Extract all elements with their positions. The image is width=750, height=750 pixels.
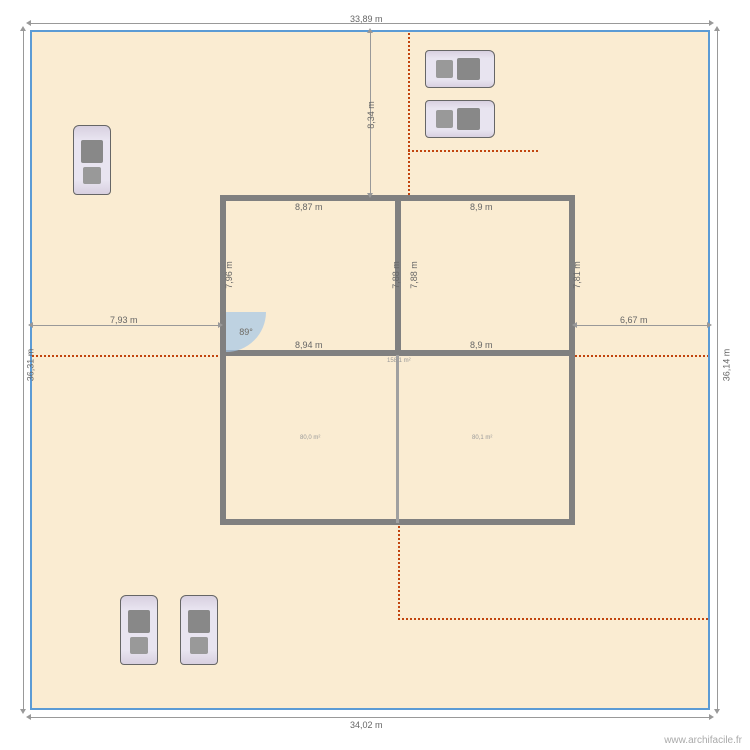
dim-room-tr-h: 7,81 m xyxy=(572,261,582,289)
car-5 xyxy=(180,595,218,665)
fence-mid-left xyxy=(32,355,220,357)
dim-top-gap: 8,34 m xyxy=(366,101,376,129)
dim-top: 33,89 m xyxy=(350,14,383,24)
watermark: www.archifacile.fr xyxy=(664,735,742,746)
dim-right-line xyxy=(717,30,718,710)
car-3 xyxy=(425,100,495,138)
dim-room-tr-w: 8,9 m xyxy=(470,202,493,212)
angle-value: 89° xyxy=(239,327,253,337)
dim-bottom-line xyxy=(30,717,710,718)
dim-left-gap: 7,93 m xyxy=(110,315,138,325)
dim-right-gap: 6,67 m xyxy=(620,315,648,325)
fence-top-vert xyxy=(408,32,410,195)
dim-room-tl-h: 7,96 m xyxy=(224,261,234,289)
dim-room-br-w: 8,9 m xyxy=(470,340,493,350)
dim-room-tl-w: 8,87 m xyxy=(295,202,323,212)
fence-mid-right xyxy=(575,355,708,357)
dim-left-line xyxy=(23,30,24,710)
wall-mid-v-lower xyxy=(396,355,399,523)
dim-left-gap-line xyxy=(32,325,219,326)
dim-room-bl-w: 8,94 m xyxy=(295,340,323,350)
dim-right-gap-line xyxy=(576,325,708,326)
fence-lower-vert xyxy=(398,525,400,620)
car-2 xyxy=(425,50,495,88)
drawing-canvas: 33,89 m 34,02 m 36,31 m 36,14 m 8,87 m 8… xyxy=(20,20,720,720)
car-1 xyxy=(73,125,111,195)
wall-outer-right xyxy=(569,195,575,525)
room-area-middle: 158,1 m² xyxy=(387,358,411,364)
car-4 xyxy=(120,595,158,665)
dim-bottom: 34,02 m xyxy=(350,720,383,730)
dim-right: 36,14 m xyxy=(721,349,731,382)
room-area-bl: 80,0 m² xyxy=(300,435,320,441)
wall-outer-left xyxy=(220,195,226,525)
fence-lower-horiz xyxy=(398,618,708,620)
dim-left: 36,31 m xyxy=(25,349,35,382)
dim-room-mid-h2: 7,88 m xyxy=(409,261,419,289)
fence-top-horiz xyxy=(408,150,538,152)
dim-room-mid-h1: 7,88 m xyxy=(391,261,401,289)
room-area-br: 80,1 m² xyxy=(472,435,492,441)
